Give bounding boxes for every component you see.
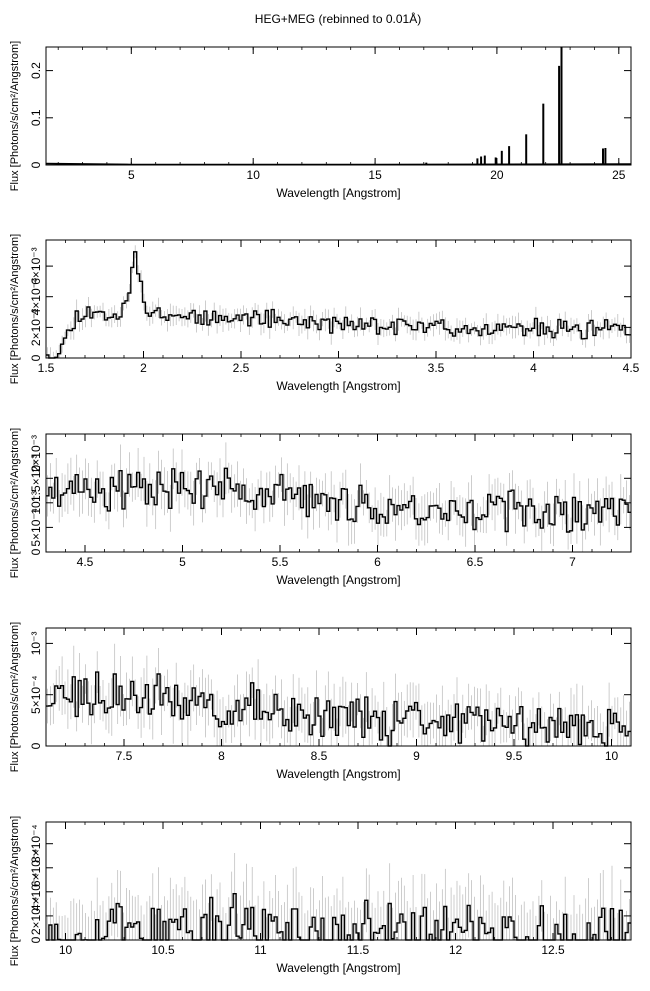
y-tick-label: 0 bbox=[29, 354, 43, 361]
x-tick-label: 10 bbox=[605, 749, 619, 763]
x-tick-label: 20 bbox=[490, 168, 504, 182]
x-tick-label: 3 bbox=[335, 361, 342, 375]
x-tick-label: 4.5 bbox=[623, 361, 640, 375]
spectrum-line bbox=[46, 893, 631, 941]
y-tick-label: 5×10⁻⁴ bbox=[29, 508, 43, 547]
figure-title: HEG+MEG (rebinned to 0.01Å) bbox=[255, 11, 421, 26]
y-tick-label: 8×10⁻⁴ bbox=[29, 824, 43, 863]
x-tick-label: 12.5 bbox=[541, 943, 565, 957]
x-tick-label: 3.5 bbox=[428, 361, 445, 375]
y-axis-label: Flux [Photons/s/cm²/Angstrom] bbox=[9, 622, 21, 772]
y-tick-label: 1.5×10⁻³ bbox=[29, 455, 43, 502]
y-tick-label: 5×10⁻⁴ bbox=[29, 675, 43, 714]
y-tick-label: 6×10⁻³ bbox=[29, 247, 43, 284]
x-axis-label: Wavelength [Angstrom] bbox=[276, 573, 400, 587]
y-tick-label: 4×10⁻³ bbox=[29, 278, 43, 315]
y-tick-label: 4×10⁻⁴ bbox=[29, 873, 43, 912]
y-tick-label: 0 bbox=[29, 548, 43, 555]
panel-5: 10 10.5 11 11.5 12 12.5 02×10⁻⁴4×10⁻⁴6×10⁻⁴8×1… bbox=[9, 816, 632, 975]
x-axis-label: Wavelength [Angstrom] bbox=[276, 186, 400, 200]
x-tick-label: 2 bbox=[140, 361, 147, 375]
y-tick-label: 0 bbox=[29, 161, 43, 168]
x-tick-label: 9 bbox=[413, 749, 420, 763]
y-tick-label: 2×10⁻⁴ bbox=[29, 897, 43, 936]
y-tick-label: 6×10⁻⁴ bbox=[29, 849, 43, 888]
x-tick-label: 5 bbox=[128, 168, 135, 182]
x-tick-label: 25 bbox=[612, 168, 626, 182]
plot-area bbox=[46, 245, 631, 359]
panel-2: 1.5 2 2.5 3 3.5 4 4.5 0 2×10⁻³4×10⁻³6×10⁻³ Wavele… bbox=[9, 234, 640, 393]
x-tick-label: 5.5 bbox=[272, 555, 289, 569]
x-tick-label: 6.5 bbox=[467, 555, 484, 569]
x-tick-label: 8.5 bbox=[311, 749, 328, 763]
y-tick-label: 10⁻³ bbox=[29, 491, 43, 515]
y-axis-label: Flux [Photons/s/cm²/Angstrom] bbox=[9, 234, 21, 384]
plot-frame bbox=[45, 433, 632, 553]
x-tick-label: 10 bbox=[59, 943, 73, 957]
plot-area bbox=[46, 643, 631, 747]
spectrum-line bbox=[46, 251, 631, 359]
plot-area bbox=[46, 442, 631, 552]
x-tick-label: 11.5 bbox=[347, 943, 370, 957]
x-tick-label: 4 bbox=[530, 361, 537, 375]
y-tick-label: 0 bbox=[29, 742, 43, 749]
y-axis-label: Flux [Photons/s/cm²/Angstrom] bbox=[9, 428, 21, 578]
x-tick-label: 7.5 bbox=[116, 749, 133, 763]
y-tick-label: 0 bbox=[29, 936, 43, 943]
x-tick-label: 6 bbox=[374, 555, 381, 569]
x-tick-label: 11 bbox=[254, 943, 267, 957]
plot-frame bbox=[45, 46, 632, 166]
x-tick-label: 1.5 bbox=[38, 361, 55, 375]
x-tick-label: 9.5 bbox=[506, 749, 523, 763]
y-axis-label: Flux [Photons/s/cm²/Angstrom] bbox=[9, 41, 21, 191]
y-tick-label: 0.1 bbox=[29, 109, 43, 126]
panel-3: 4.5 5 5.5 6 6.5 7 05×10⁻⁴10⁻³1.5×10⁻³2×10⁻³ Wav… bbox=[9, 428, 632, 587]
x-tick-label: 10.5 bbox=[151, 943, 175, 957]
plot-area bbox=[46, 853, 631, 941]
plot-area bbox=[45, 47, 632, 166]
x-tick-label: 5 bbox=[179, 555, 186, 569]
spectrum-line bbox=[46, 467, 631, 533]
x-tick-label: 4.5 bbox=[77, 555, 94, 569]
y-axis-label: Flux [Photons/s/cm²/Angstrom] bbox=[9, 816, 21, 966]
x-tick-label: 8 bbox=[218, 749, 225, 763]
panel-4: 7.5 8 8.5 9 9.5 10 0 5×10⁻⁴ 10⁻³ Wavelength [Angs… bbox=[9, 622, 632, 781]
y-tick-label: 2×10⁻³ bbox=[29, 435, 43, 472]
y-tick-label: 2×10⁻³ bbox=[29, 309, 43, 346]
panel-1: 5 10 15 20 25 0 0.1 0.2 Wavelength [Angstrom] Flu… bbox=[9, 41, 632, 200]
error-bars bbox=[47, 245, 630, 358]
x-tick-label: 12 bbox=[449, 943, 463, 957]
x-tick-label: 2.5 bbox=[233, 361, 250, 375]
x-axis-label: Wavelength [Angstrom] bbox=[276, 767, 400, 781]
x-axis-label: Wavelength [Angstrom] bbox=[276, 379, 400, 393]
x-axis-label: Wavelength [Angstrom] bbox=[276, 961, 400, 975]
x-tick-label: 7 bbox=[569, 555, 576, 569]
x-tick-label: 10 bbox=[247, 168, 261, 182]
y-tick-label: 0.2 bbox=[29, 62, 43, 79]
y-tick-label: 10⁻³ bbox=[29, 632, 43, 656]
spectrum-line bbox=[46, 671, 631, 747]
x-tick-label: 15 bbox=[368, 168, 382, 182]
error-bars bbox=[47, 442, 630, 552]
